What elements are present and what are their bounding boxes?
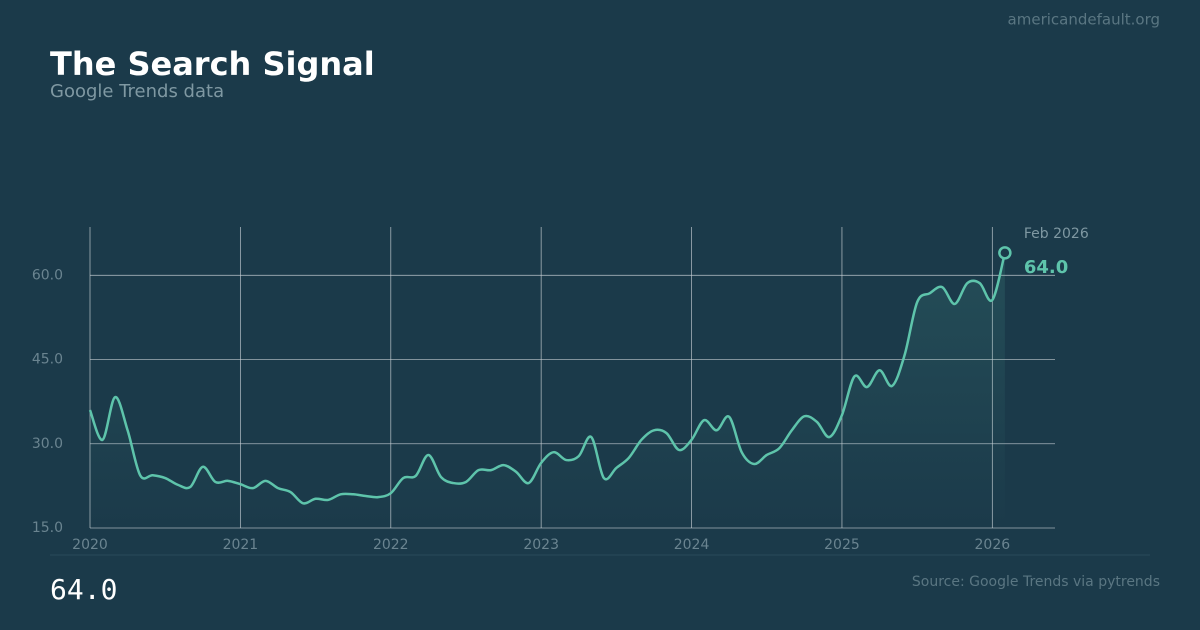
annotation-date: Feb 2026 xyxy=(1024,226,1089,242)
y-tick-label: 30.0 xyxy=(32,436,63,452)
x-tick-label: 2025 xyxy=(824,537,860,553)
end-point xyxy=(998,246,1012,260)
y-tick-label: 15.0 xyxy=(32,520,63,536)
x-tick-label: 2026 xyxy=(975,537,1011,553)
chart-subtitle: Google Trends data xyxy=(50,81,224,102)
y-tick-label: 45.0 xyxy=(32,352,63,368)
current-value: 64.0 xyxy=(50,573,117,606)
chart-title: The Search Signal xyxy=(50,45,375,83)
x-tick-label: 2022 xyxy=(373,537,409,553)
x-tick-label: 2023 xyxy=(523,537,559,553)
y-tick-label: 60.0 xyxy=(32,267,63,283)
line xyxy=(88,252,1007,505)
plot-area: 15.0 30.0 45.0 60.0 2020 2021 2022 2023 2024 2025… xyxy=(32,226,1089,553)
x-tick-label: 2021 xyxy=(223,537,259,553)
area xyxy=(90,252,1005,528)
x-tick-label: 2020 xyxy=(72,537,108,553)
x-tick-label: 2024 xyxy=(674,537,710,553)
source-note: Source: Google Trends via pytrends xyxy=(912,574,1160,590)
annotation-value: 64.0 xyxy=(1024,257,1068,278)
site-name: americandefault.org xyxy=(1008,11,1160,29)
